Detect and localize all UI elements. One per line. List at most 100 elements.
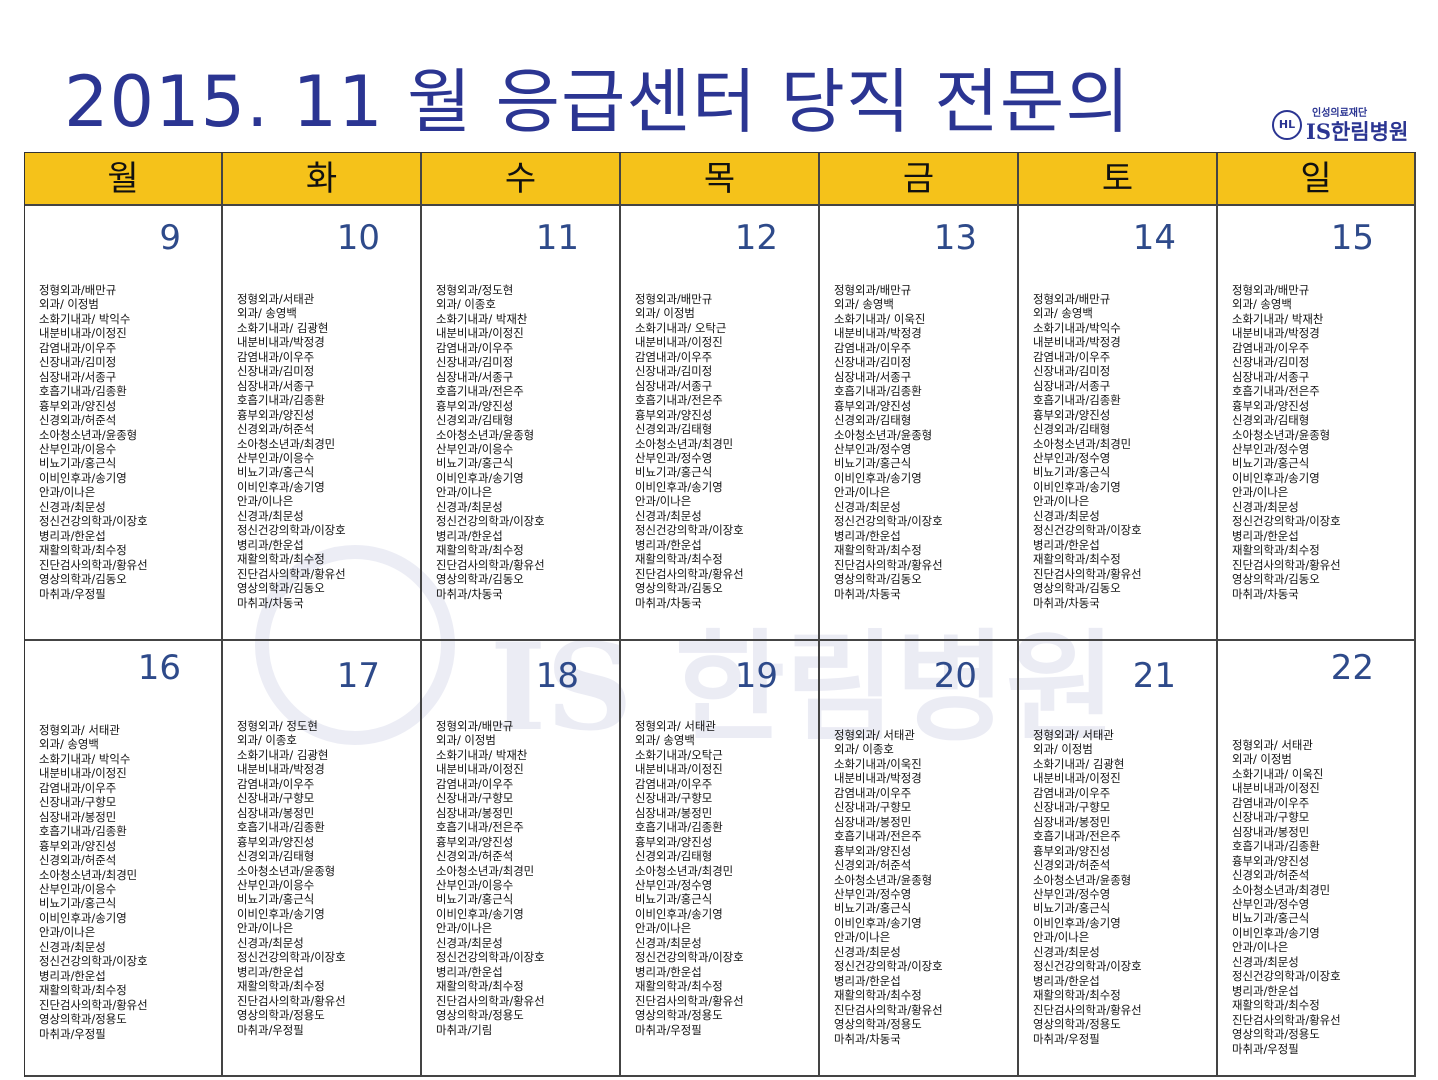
doctor-entry: 소아청소년과/윤종형 bbox=[237, 863, 336, 878]
day-cell: 20 정형외과/ 서태관 외과/ 이종호 소화기내과/이욱진 내분비내과/박정경 감염내과… bbox=[820, 641, 1019, 1077]
doctor-entry: 소아청소년과/최경민 bbox=[1232, 882, 1331, 897]
doctor-entry: 병리과/한운섭 bbox=[834, 973, 901, 988]
weekday-header: 화 bbox=[223, 153, 422, 206]
doctor-entry: 영상의학과/김동오 bbox=[237, 581, 325, 596]
doctor-entry: 정형외과/정도현 bbox=[436, 283, 514, 297]
doctor-entry: 산부인과/이응수 bbox=[39, 441, 117, 456]
doctor-entry: 신경외과/허준석 bbox=[39, 853, 117, 868]
doctor-entry: 외과/ 송영백 bbox=[635, 733, 695, 748]
doctor-entry: 신장내과/김미정 bbox=[436, 355, 514, 370]
doctor-entry: 소아청소년과/최경민 bbox=[1033, 436, 1132, 451]
doctor-entry: 산부인과/정수영 bbox=[1232, 896, 1310, 911]
doctor-entry: 호흡기내과/김종환 bbox=[635, 820, 723, 835]
doctor-entry: 호흡기내과/김종환 bbox=[237, 393, 325, 408]
doctor-entry: 소화기내과/ 오탁근 bbox=[635, 320, 727, 335]
weekday-header: 목 bbox=[621, 153, 820, 206]
logo-subtitle: 인성의료재단 bbox=[1312, 108, 1368, 119]
doctor-entry: 정신건강의학과/이장호 bbox=[635, 523, 744, 538]
doctor-entry: 내분비내과/이정진 bbox=[635, 335, 723, 350]
doctor-entry: 산부인과/정수영 bbox=[1033, 450, 1111, 465]
doctor-entry: 신장내과/구향모 bbox=[1232, 810, 1310, 825]
doctor-entry: 신장내과/구향모 bbox=[834, 800, 912, 815]
doctor-entry: 신경외과/허준석 bbox=[1033, 858, 1111, 873]
doctor-entry: 정형외과/배만규 bbox=[1033, 292, 1111, 306]
doctor-entry: 감염내과/이우주 bbox=[436, 776, 514, 791]
doctor-entry: 영상의학과/김동오 bbox=[834, 572, 922, 587]
day-number: 9 bbox=[159, 218, 181, 258]
doctor-entry: 심장내과/봉정민 bbox=[39, 809, 117, 824]
doctor-entry: 내분비내과/박정경 bbox=[237, 762, 325, 777]
doctor-entry: 비뇨기과/홍근식 bbox=[1232, 911, 1310, 926]
doctor-entry: 소아청소년과/윤종형 bbox=[39, 427, 138, 442]
doctor-entry: 감염내과/이우주 bbox=[1033, 349, 1111, 364]
day-cell: 9 정형외과/배만규 외과/ 이정범 소화기내과/ 박익수 내분비내과/이정진 감염내과/… bbox=[25, 206, 223, 641]
weekday-header: 금 bbox=[820, 153, 1019, 206]
doctor-entry: 신경과/최문성 bbox=[1033, 944, 1100, 959]
doctor-entry: 신경과/최문성 bbox=[237, 935, 304, 950]
doctor-entry: 외과/ 이종호 bbox=[237, 733, 297, 748]
doctor-entry: 정신건강의학과/이장호 bbox=[635, 950, 744, 965]
doctor-entry: 감염내과/이우주 bbox=[39, 780, 117, 795]
doctor-entry: 호흡기내과/김종환 bbox=[39, 824, 127, 839]
doctor-entry: 심장내과/봉정민 bbox=[1232, 824, 1310, 839]
doctor-entry: 영상의학과/김동오 bbox=[1232, 572, 1320, 587]
doctor-entry: 신경외과/김태형 bbox=[237, 849, 315, 864]
doctor-entry: 영상의학과/정용도 bbox=[834, 1017, 922, 1032]
doctor-list: 정형외과/ 서태관 외과/ 이종호 소화기내과/이욱진 내분비내과/박정경 감염내과/이… bbox=[834, 728, 943, 1046]
doctor-entry: 재활의학과/최수정 bbox=[1033, 988, 1121, 1003]
doctor-entry: 소화기내과/ 박익수 bbox=[39, 311, 131, 326]
doctor-entry: 마취과/우정필 bbox=[39, 586, 106, 601]
day-cell: 17 정형외과/ 정도현 외과/ 이종호 소화기내과/ 김광현 내분비내과/박정경 감염내… bbox=[223, 641, 422, 1077]
doctor-entry: 신경외과/김태형 bbox=[1033, 422, 1111, 437]
doctor-entry: 흉부외과/양진성 bbox=[436, 834, 514, 849]
doctor-entry: 심장내과/서종구 bbox=[436, 369, 514, 384]
doctor-entry: 재활의학과/최수정 bbox=[39, 543, 127, 558]
doctor-entry: 산부인과/정수영 bbox=[1033, 886, 1111, 901]
doctor-list: 정형외과/배만규 외과/ 송영백 소화기내과/박익수 내분비내과/박정경 감염내과/이우… bbox=[1033, 292, 1142, 610]
doctor-entry: 신경외과/허준석 bbox=[436, 849, 514, 864]
day-number: 11 bbox=[535, 218, 579, 258]
doctor-entry: 내분비내과/박정경 bbox=[834, 771, 922, 786]
doctor-entry: 정신건강의학과/이장호 bbox=[834, 959, 943, 974]
doctor-entry: 정형외과/ 서태관 bbox=[1033, 728, 1114, 742]
doctor-list: 정형외과/ 서태관 외과/ 이정범 소화기내과/ 김광현 내분비내과/이정진 감염내과/… bbox=[1033, 728, 1142, 1046]
doctor-entry: 감염내과/이우주 bbox=[635, 349, 713, 364]
doctor-entry: 신장내과/구향모 bbox=[39, 795, 117, 810]
doctor-entry: 심장내과/서종구 bbox=[1033, 378, 1111, 393]
doctor-entry: 비뇨기과/홍근식 bbox=[237, 465, 315, 480]
doctor-entry: 진단검사의학과/황유선 bbox=[39, 997, 148, 1012]
day-number: 19 bbox=[734, 656, 778, 696]
doctor-entry: 감염내과/이우주 bbox=[237, 776, 315, 791]
doctor-entry: 소아청소년과/윤종형 bbox=[1232, 427, 1331, 442]
doctor-entry: 산부인과/정수영 bbox=[635, 450, 713, 465]
doctor-entry: 신장내과/구향모 bbox=[635, 791, 713, 806]
doctor-entry: 소화기내과/ 박재찬 bbox=[436, 747, 528, 762]
doctor-entry: 병리과/한운섭 bbox=[39, 968, 106, 983]
weekday-header: 일 bbox=[1218, 153, 1416, 206]
doctor-entry: 소화기내과/이욱진 bbox=[834, 756, 922, 771]
doctor-entry: 정형외과/서태관 bbox=[237, 292, 315, 306]
doctor-entry: 진단검사의학과/황유선 bbox=[834, 557, 943, 572]
doctor-entry: 진단검사의학과/황유선 bbox=[237, 566, 346, 581]
doctor-entry: 진단검사의학과/황유선 bbox=[436, 993, 545, 1008]
doctor-entry: 신경외과/허준석 bbox=[237, 422, 315, 437]
doctor-entry: 내분비내과/이정진 bbox=[39, 326, 127, 341]
doctor-entry: 심장내과/서종구 bbox=[39, 369, 117, 384]
doctor-entry: 산부인과/이응수 bbox=[436, 877, 514, 892]
doctor-list: 정형외과/배만규 외과/ 이정범 소화기내과/ 박재찬 내분비내과/이정진 감염내과/이… bbox=[436, 719, 545, 1037]
doctor-entry: 안과/이나은 bbox=[39, 925, 96, 940]
doctor-list: 정형외과/배만규 외과/ 이정범 소화기내과/ 오탁근 내분비내과/이정진 감염내과/이… bbox=[635, 292, 744, 610]
doctor-entry: 산부인과/이응수 bbox=[237, 877, 315, 892]
doctor-entry: 영상의학과/정용도 bbox=[1033, 1017, 1121, 1032]
doctor-entry: 흉부외과/양진성 bbox=[237, 834, 315, 849]
doctor-entry: 이비인후과/송기영 bbox=[635, 906, 723, 921]
doctor-entry: 안과/이나은 bbox=[635, 494, 692, 509]
doctor-entry: 내분비내과/이정진 bbox=[1033, 771, 1121, 786]
doctor-entry: 비뇨기과/홍근식 bbox=[39, 456, 117, 471]
doctor-entry: 마취과/우정필 bbox=[1033, 1031, 1100, 1046]
day-number: 21 bbox=[1132, 656, 1176, 696]
doctor-entry: 신경외과/김태형 bbox=[635, 422, 713, 437]
logo-name: IS한림병원 bbox=[1306, 119, 1409, 144]
doctor-entry: 정형외과/배만규 bbox=[635, 292, 713, 306]
doctor-entry: 병리과/한운섭 bbox=[436, 528, 503, 543]
